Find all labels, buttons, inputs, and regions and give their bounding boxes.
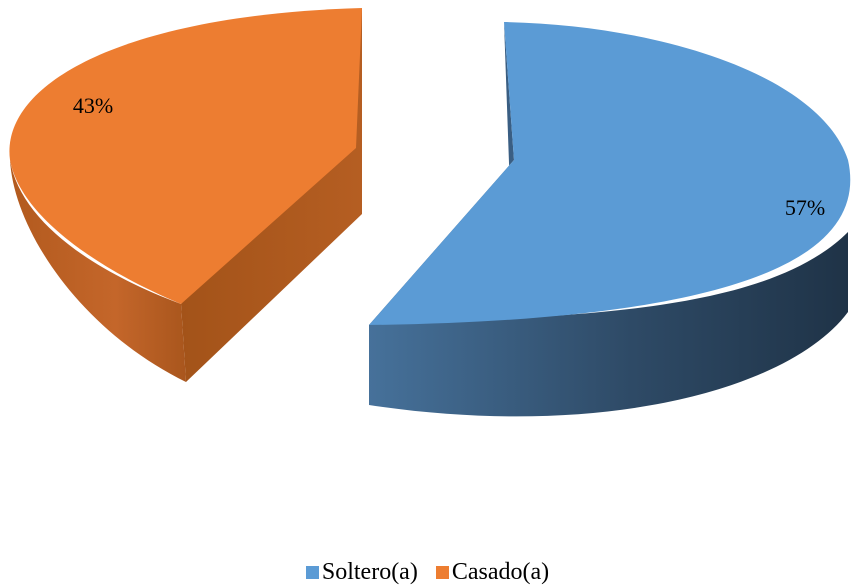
legend-label-casado: Casado(a) <box>451 559 550 585</box>
slice-soltero-side <box>369 232 848 417</box>
data-label-casado: 43% <box>73 93 113 118</box>
legend: Soltero(a) Casado(a) <box>0 559 855 586</box>
slice-casado-side <box>10 160 186 382</box>
data-label-soltero: 57% <box>785 195 825 220</box>
legend-swatch-soltero <box>305 566 319 579</box>
legend-label-soltero: Soltero(a) <box>321 559 418 585</box>
slice-casado <box>9 8 363 382</box>
legend-item-soltero: Soltero(a) <box>305 559 418 586</box>
slice-casado-top <box>9 8 363 304</box>
legend-item-casado: Casado(a) <box>435 559 550 586</box>
slice-soltero <box>369 22 851 417</box>
legend-swatch-casado <box>435 566 449 579</box>
slice-soltero-top <box>369 22 851 325</box>
